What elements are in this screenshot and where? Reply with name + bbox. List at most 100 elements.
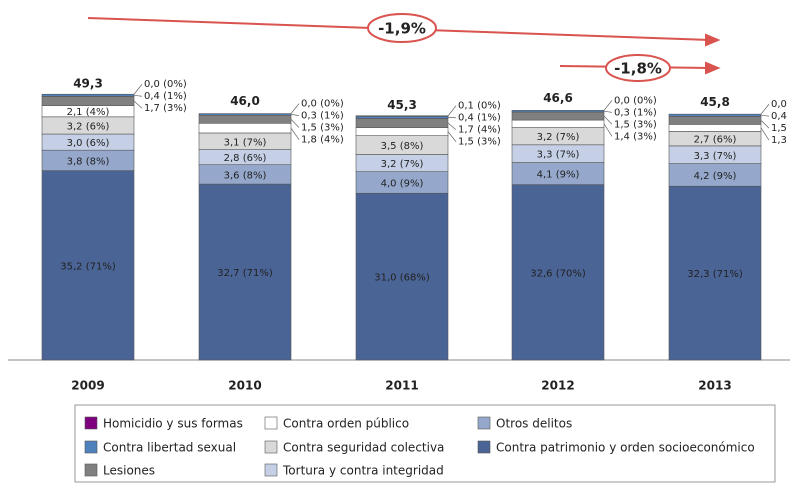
legend-label: Contra libertad sexual [103, 441, 236, 455]
data-label: 2,7 (6%) [694, 135, 737, 146]
bar-segment [668, 185, 762, 361]
data-label: 3,0 (6%) [67, 138, 110, 149]
data-label: 1,5 (3%) [614, 119, 657, 130]
data-label: 0,0 (0%) [144, 79, 187, 90]
leader-line [760, 103, 770, 115]
annotation: -1,8% [614, 60, 662, 78]
data-label: 3,2 (7%) [381, 159, 424, 170]
data-label: 3,3 (7%) [537, 150, 580, 161]
bar-segment [511, 184, 605, 361]
data-label: 1,7 (4%) [458, 125, 501, 136]
data-label: 3,3 (7%) [694, 151, 737, 162]
bar-segment [668, 113, 762, 117]
bar-segment [355, 115, 449, 117]
bar-segment [41, 170, 135, 361]
data-label: 1,7 (3%) [144, 103, 187, 114]
data-label: 0,4 (1%) [458, 113, 501, 124]
leader-line [603, 110, 613, 113]
leader-line [133, 100, 143, 109]
data-label: 0,3 (1%) [614, 107, 657, 118]
bar-segment [198, 183, 292, 361]
legend-swatch [84, 440, 98, 454]
leader-line [603, 123, 613, 137]
data-label: 4,1 (9%) [537, 170, 580, 181]
data-label: 32,3 (71%) [687, 269, 743, 280]
leader-line [447, 122, 457, 131]
annotation: -1,9% [378, 20, 426, 38]
data-label: 3,1 (7%) [224, 137, 267, 148]
bar-segment [41, 93, 135, 97]
total-label: 46,6 [543, 91, 573, 105]
total-label: 46,0 [230, 94, 260, 108]
leader-line [133, 84, 143, 95]
legend-swatch [477, 440, 491, 454]
legend-swatch [264, 463, 278, 477]
bar-segment [198, 114, 292, 124]
data-label: 1,5 (3%) [771, 123, 790, 134]
data-label: 2,8 (6%) [224, 153, 267, 164]
total-label: 45,3 [387, 98, 417, 112]
data-label: 31,0 (68%) [374, 273, 430, 284]
legend-label: Homicidio y sus formas [103, 417, 243, 431]
bar-segment [355, 192, 449, 361]
x-tick-label: 2013 [698, 379, 731, 393]
data-label: 35,2 (71%) [60, 261, 116, 272]
leader-line [290, 119, 300, 128]
legend-swatch [264, 416, 278, 430]
legend-label: Otros delitos [496, 417, 572, 431]
bar-segment [511, 110, 605, 113]
leader-line [447, 131, 457, 142]
bar-segment [668, 124, 762, 132]
data-label: 0,0 (0%) [614, 95, 657, 106]
data-label: 3,8 (8%) [67, 156, 110, 167]
legend-label: Contra orden público [283, 417, 409, 431]
data-label: 1,5 (3%) [458, 137, 501, 148]
data-label: 32,7 (71%) [217, 268, 273, 279]
leader-line [290, 114, 300, 116]
legend-label: Contra patrimonio y orden socioeconómico [496, 441, 755, 455]
bar-segment [668, 115, 762, 125]
data-label: 3,5 (8%) [381, 141, 424, 152]
data-label: 4,2 (9%) [694, 171, 737, 182]
legend-label: Tortura y contra integridad [282, 464, 444, 478]
x-tick-label: 2009 [71, 379, 104, 393]
data-label: 0,4 (1%) [771, 111, 790, 122]
total-label: 49,3 [73, 76, 103, 90]
leader-line [133, 94, 143, 97]
leader-line [760, 114, 770, 117]
legend-swatch [84, 416, 98, 430]
data-label: 4,0 (9%) [381, 178, 424, 189]
data-label: 3,2 (6%) [67, 121, 110, 132]
leader-line [290, 103, 300, 114]
data-label: 1,8 (4%) [301, 135, 344, 146]
leader-line [760, 120, 770, 129]
leader-line [760, 127, 770, 141]
bar-segment [198, 122, 292, 134]
x-tick-label: 2010 [228, 379, 261, 393]
bar-segment [511, 111, 605, 121]
legend-label: Contra seguridad colectiva [283, 441, 444, 455]
legend-label: Lesiones [103, 464, 155, 478]
bar-segment [41, 96, 135, 106]
bar-segment [355, 115, 449, 119]
bar-segment [198, 113, 292, 116]
data-label: 32,6 (70%) [530, 268, 586, 279]
leader-line [603, 100, 613, 111]
data-label: 0,4 (1%) [144, 91, 187, 102]
data-label: 1,5 (3%) [301, 123, 344, 134]
data-label: 1,3 (3%) [771, 135, 790, 146]
data-label: 0,3 (1%) [301, 111, 344, 122]
x-tick-label: 2011 [385, 379, 418, 393]
data-label: 0,1 (0%) [458, 101, 501, 112]
data-label: 3,2 (7%) [537, 132, 580, 143]
x-tick-label: 2012 [541, 379, 574, 393]
annotation-bubble [367, 13, 437, 43]
legend-swatch [84, 463, 98, 477]
bar-segment [511, 119, 605, 128]
data-label: 1,4 (3%) [614, 131, 657, 142]
total-label: 45,8 [700, 95, 730, 109]
legend-swatch [477, 416, 491, 430]
data-label: 0,0 (0%) [301, 99, 344, 110]
leader-line [603, 115, 613, 125]
